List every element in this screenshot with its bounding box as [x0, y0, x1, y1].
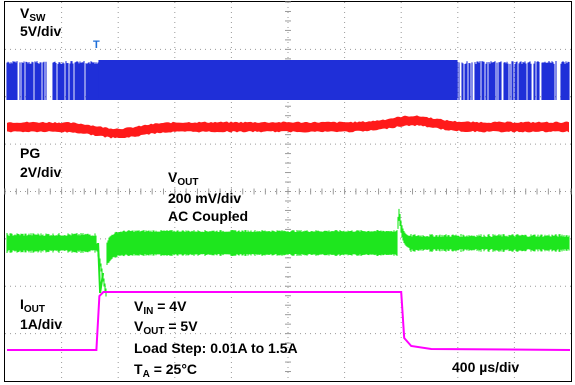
vin-condition: VIN = 4V: [134, 298, 187, 317]
traces: [6, 60, 571, 351]
iout-trace: [7, 291, 571, 351]
load-step-condition: Load Step: 0.01A to 1.5A: [134, 340, 298, 356]
pg-scale: 2V/div: [20, 164, 62, 180]
pg-label: PG: [20, 145, 41, 161]
vout-label: VOUT: [168, 169, 199, 188]
vsw-scale: 5V/div: [20, 23, 62, 39]
trigger-marker: T: [93, 39, 100, 51]
vout-coupling: AC Coupled: [168, 208, 249, 224]
vout-trace: [6, 208, 570, 297]
pg-trace: [7, 115, 569, 139]
vout-ripple: [6, 208, 570, 297]
iout-scale: 1A/div: [20, 316, 63, 332]
vout-scale: 200 mV/div: [168, 190, 242, 206]
vout-undershoot: [97, 242, 105, 294]
graticule: [4, 1, 572, 381]
vsw-dense-band: [98, 62, 458, 98]
vout-condition: VOUT = 5V: [134, 318, 198, 337]
ta-condition: TA = 25°C: [134, 361, 198, 380]
iout-label: IOUT: [20, 296, 45, 315]
vsw-label: VSW: [20, 5, 46, 24]
time-scale: 400 µs/div: [452, 359, 520, 375]
vsw-trace: [6, 60, 570, 100]
